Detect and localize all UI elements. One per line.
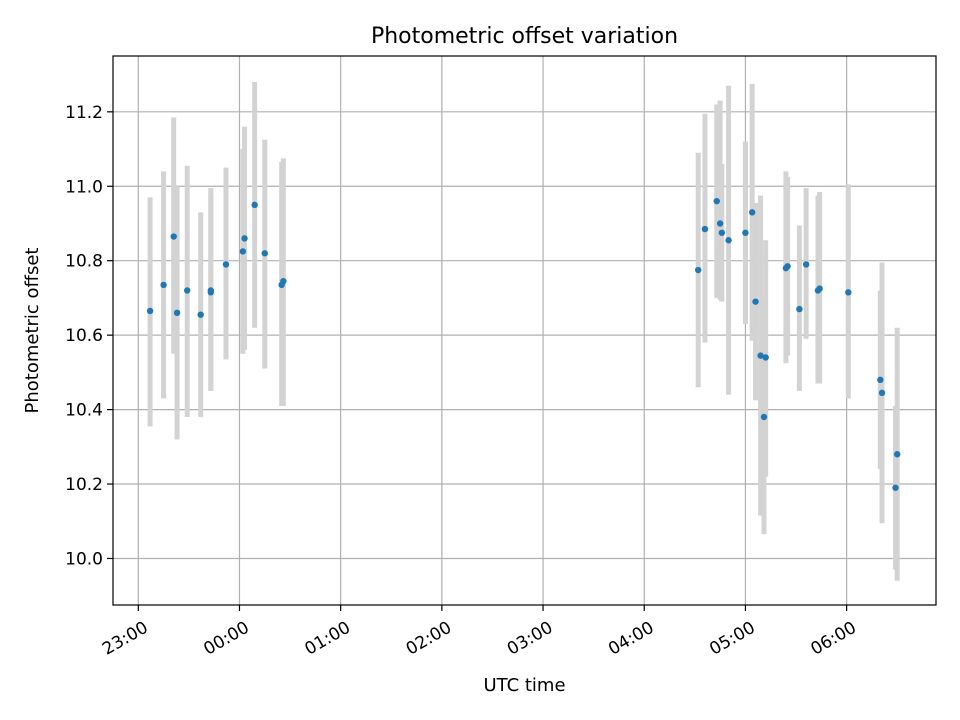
data-point xyxy=(748,209,756,216)
error-bars xyxy=(147,82,900,581)
data-point xyxy=(713,197,720,205)
data-point xyxy=(816,285,823,292)
plot-frame xyxy=(112,55,937,606)
y-tick-label: 10.8 xyxy=(65,252,103,272)
data-point xyxy=(261,250,268,257)
data-point xyxy=(802,261,810,268)
grid xyxy=(113,56,936,605)
data-point xyxy=(280,277,287,285)
x-tick-label: 00:00 xyxy=(200,618,252,660)
data-point xyxy=(173,309,181,317)
data-point xyxy=(760,413,768,421)
data-point xyxy=(725,237,732,244)
data-point xyxy=(239,248,247,255)
data-point xyxy=(752,298,759,305)
data-point xyxy=(251,201,258,209)
data-points xyxy=(146,197,901,491)
y-tick-label: 10.6 xyxy=(65,326,103,346)
data-point xyxy=(878,389,886,397)
data-point xyxy=(146,307,154,315)
data-point xyxy=(796,305,803,313)
data-point xyxy=(762,354,769,361)
data-point xyxy=(742,229,749,236)
data-point xyxy=(701,225,709,233)
y-tick-label: 10.2 xyxy=(65,475,103,495)
data-point xyxy=(894,451,901,458)
x-tick-label: 03:00 xyxy=(504,618,556,660)
x-tick-label: 05:00 xyxy=(706,618,758,660)
x-tick-label: 01:00 xyxy=(302,618,354,660)
y-tick-label: 10.0 xyxy=(65,549,103,569)
data-point xyxy=(718,229,726,236)
chart-title: Photometric offset variation xyxy=(371,24,678,49)
data-point xyxy=(877,376,884,384)
y-tick-label: 11.2 xyxy=(65,103,103,123)
data-point xyxy=(892,484,899,491)
data-point xyxy=(207,289,215,296)
data-point xyxy=(197,311,204,318)
x-tick-label: 02:00 xyxy=(403,618,455,660)
x-tick-label: 04:00 xyxy=(605,618,657,660)
data-point xyxy=(222,261,230,268)
x-tick-label: 23:00 xyxy=(99,618,151,660)
data-point xyxy=(716,220,724,227)
x-axis-label: UTC time xyxy=(483,675,565,696)
data-point xyxy=(241,235,248,242)
x-tick-label: 06:00 xyxy=(807,618,859,660)
data-point xyxy=(695,266,702,274)
data-point xyxy=(784,263,791,270)
y-tick-label: 10.4 xyxy=(65,401,103,421)
y-axis-label: Photometric offset xyxy=(22,248,43,414)
data-point xyxy=(160,281,167,289)
y-tick-label: 11.0 xyxy=(65,177,103,197)
data-point xyxy=(170,233,177,240)
data-point xyxy=(184,287,191,294)
data-point xyxy=(757,352,764,359)
data-point xyxy=(845,289,852,296)
